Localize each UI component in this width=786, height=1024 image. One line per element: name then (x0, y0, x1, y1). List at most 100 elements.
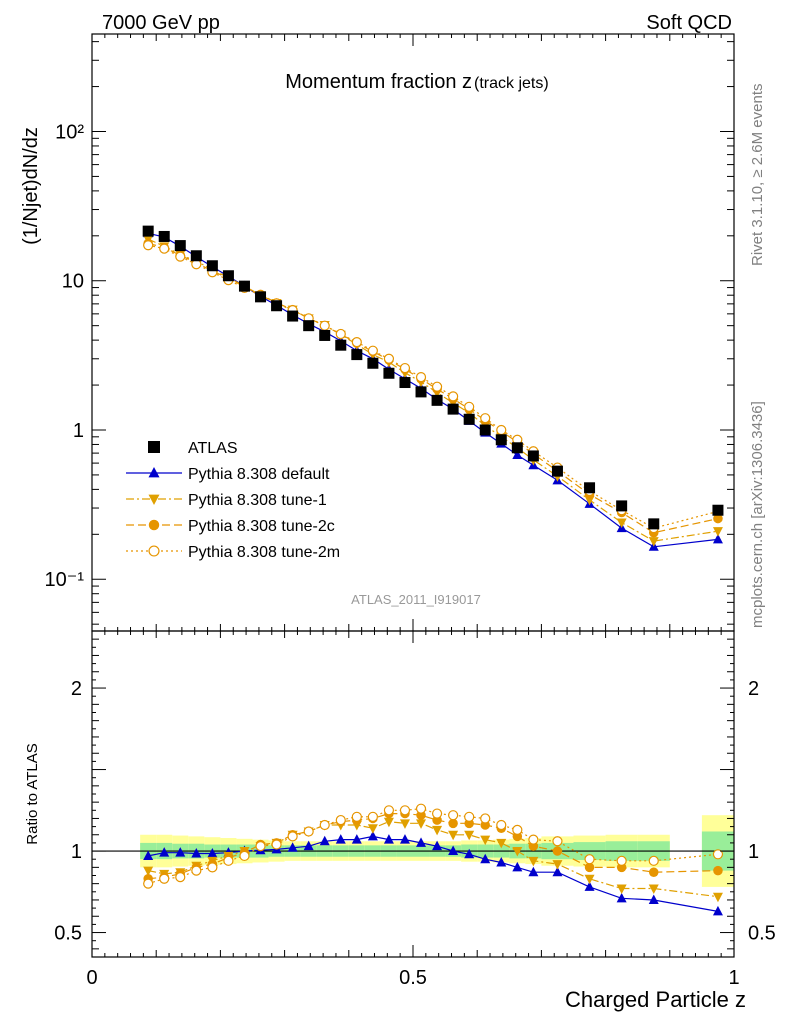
ratio-point-pythia-8-308-default (287, 842, 298, 852)
legend-marker-pythia-8-308-tune-2m (148, 545, 160, 557)
ratio-point-pythia-8-308-tune-1 (399, 819, 410, 829)
legend-label-pythia-8-308-tune-2m: Pythia 8.308 tune-2m (188, 544, 340, 561)
ratio-point-pythia-8-308-default (159, 847, 170, 857)
ratio-point-pythia-8-308-default (399, 834, 410, 844)
ratio-y-tick-label-right: 0.5 (748, 923, 776, 945)
main-point-atlas (271, 300, 283, 312)
ratio-point-pythia-8-308-default (207, 847, 218, 858)
main-point-atlas (479, 424, 491, 436)
x-tick-label: 0 (86, 967, 97, 989)
ratio-point-pythia-8-308-tune-2m (319, 819, 330, 831)
ratio-point-pythia-8-308-tune-1 (712, 892, 723, 903)
main-point-atlas (511, 442, 523, 454)
legend-label-pythia-8-308-tune-1: Pythia 8.308 tune-1 (188, 492, 327, 509)
main-point-pythia-8-308-default (512, 449, 523, 459)
ratio-point-pythia-8-308-tune-2m (448, 810, 459, 821)
ratio-point-pythia-8-308-default (616, 892, 627, 903)
ratio-point-pythia-8-308-tune-2m (351, 811, 362, 822)
main-point-pythia-8-308-tune-2m (496, 424, 507, 436)
main-point-pythia-8-308-tune-2m (143, 240, 154, 251)
ratio-point-pythia-8-308-default (143, 850, 154, 860)
main-point-atlas (238, 280, 250, 292)
ratio-point-pythia-8-308-default (383, 834, 394, 844)
ratio-point-pythia-8-308-tune-2m (616, 855, 627, 866)
ratio-point-pythia-8-308-tune-1 (496, 838, 507, 849)
ratio-y-tick-label-right: 2 (748, 678, 759, 700)
header-right-label: Soft QCD (646, 12, 732, 34)
main-point-atlas (303, 320, 315, 332)
ratio-point-pythia-8-308-tune-1 (464, 830, 475, 841)
ratio-point-pythia-8-308-default (303, 840, 314, 851)
ratio-point-pythia-8-308-tune-1 (480, 835, 491, 846)
main-point-atlas (431, 394, 443, 406)
ratio-point-pythia-8-308-tune-2c (584, 862, 595, 873)
main-point-atlas (158, 230, 170, 242)
ratio-point-pythia-8-308-tune-1 (528, 856, 539, 867)
ratio-point-pythia-8-308-default (712, 905, 723, 916)
main-y-axis-label: (1/Njet)dN/dz (20, 127, 42, 245)
main-point-pythia-8-308-tune-2m (480, 413, 491, 424)
main-point-atlas (463, 413, 475, 425)
ratio-point-pythia-8-308-tune-2c (448, 818, 458, 829)
ratio-y-tick-label: 2 (71, 678, 82, 700)
main-point-atlas (190, 250, 202, 262)
ratio-point-pythia-8-308-tune-2m (335, 814, 346, 826)
ratio-point-pythia-8-308-tune-2m (399, 805, 411, 816)
ratio-point-pythia-8-308-tune-1 (143, 866, 154, 877)
ratio-point-pythia-8-308-default (496, 856, 507, 867)
legend-marker-pythia-8-308-tune-2c (148, 519, 160, 531)
main-point-atlas (648, 518, 660, 530)
ratio-point-pythia-8-308-tune-2c (713, 865, 723, 876)
ratio-point-pythia-8-308-tune-2m (191, 865, 202, 876)
ratio-line-pythia-8-308-tune-2c (148, 812, 718, 880)
main-title: Momentum fraction z (285, 71, 472, 93)
main-point-atlas (142, 225, 154, 237)
main-point-atlas (206, 260, 218, 272)
ratio-point-pythia-8-308-tune-2m (415, 803, 427, 814)
main-point-pythia-8-308-tune-2m (335, 328, 346, 340)
ratio-point-pythia-8-308-default (367, 830, 378, 841)
ratio-point-pythia-8-308-tune-2m (303, 826, 314, 837)
ratio-point-pythia-8-308-tune-1 (512, 847, 523, 857)
ratio-point-pythia-8-308-tune-2m (528, 834, 539, 845)
ratio-point-pythia-8-308-default (416, 837, 427, 847)
ratio-point-pythia-8-308-default (648, 894, 659, 904)
ratio-point-pythia-8-308-tune-2m (512, 824, 523, 835)
ratio-point-pythia-8-308-tune-1 (648, 884, 659, 895)
ratio-point-pythia-8-308-tune-2c (552, 846, 563, 856)
main-point-pythia-8-308-tune-2m (448, 391, 459, 402)
legend-label-atlas: ATLAS (188, 440, 238, 457)
main-point-pythia-8-308-tune-2m (464, 401, 475, 412)
ratio-point-pythia-8-308-tune-2m (239, 850, 250, 862)
ratio-point-pythia-8-308-tune-1 (584, 874, 595, 885)
x-tick-label: 1 (728, 967, 739, 989)
ratio-point-pythia-8-308-default (175, 847, 186, 857)
main-point-pythia-8-308-tune-2m (319, 320, 330, 331)
main-point-pythia-8-308-tune-2m (159, 243, 170, 254)
main-point-atlas (367, 357, 379, 369)
main-title-suffix: (track jets) (474, 75, 549, 92)
ratio-point-pythia-8-308-default (432, 840, 443, 851)
ratio-point-pythia-8-308-tune-1 (552, 860, 563, 870)
ratio-point-pythia-8-308-tune-1 (432, 825, 443, 836)
main-point-pythia-8-308-tune-2c (713, 513, 723, 524)
ratio-point-pythia-8-308-tune-2c (649, 867, 659, 877)
ratio-point-pythia-8-308-default (448, 845, 459, 856)
rivet-side-label: Rivet 3.1.10, ≥ 2.6M events (749, 84, 766, 267)
ratio-point-pythia-8-308-tune-2m (287, 831, 298, 842)
legend-marker-atlas (148, 441, 160, 453)
ratio-point-pythia-8-308-tune-2m (584, 854, 595, 865)
header-left-label: 7000 GeV pp (102, 12, 220, 34)
ratio-point-pythia-8-308-tune-1 (416, 819, 427, 829)
ratio-point-pythia-8-308-default (512, 861, 523, 872)
ratio-point-pythia-8-308-tune-2m (223, 855, 234, 866)
main-point-atlas (222, 270, 234, 282)
main-point-atlas (174, 240, 186, 252)
main-point-atlas (551, 465, 563, 477)
ratio-point-pythia-8-308-tune-2m (648, 855, 659, 866)
ratio-point-pythia-8-308-tune-2m (159, 873, 170, 884)
main-point-atlas (712, 504, 724, 516)
ratio-point-pythia-8-308-default (464, 848, 475, 859)
ratio-point-pythia-8-308-default (528, 866, 539, 877)
main-y-tick-label: 10² (55, 121, 84, 143)
